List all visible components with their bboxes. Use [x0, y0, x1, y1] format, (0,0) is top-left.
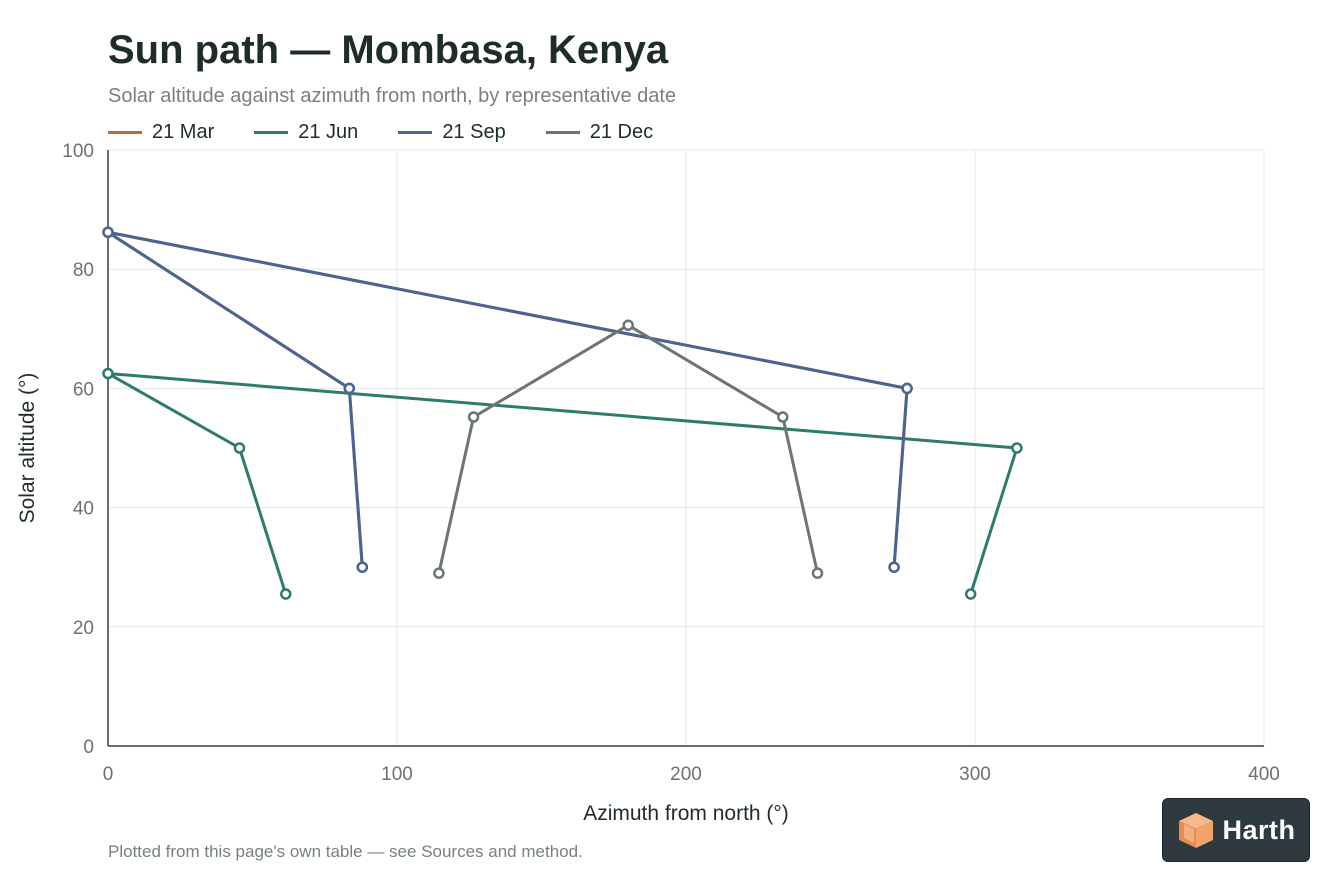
x-tick-label: 0	[103, 764, 114, 785]
legend-item-21-mar[interactable]: 21 Mar	[108, 121, 214, 144]
chart-subtitle: Solar altitude against azimuth from nort…	[108, 85, 677, 107]
data-point-21-dec	[777, 411, 789, 423]
data-point-21-sep	[901, 382, 913, 395]
data-point-21-jun	[102, 367, 114, 380]
badge-label: Harth	[1222, 814, 1296, 845]
y-tick-label: 0	[83, 737, 94, 758]
series-lines	[106, 230, 1019, 595]
legend-swatch	[545, 130, 580, 134]
chart-title: Sun path — Mombasa, Kenya	[108, 28, 669, 72]
y-tick-label: 40	[73, 499, 94, 520]
legend-item-21-jun[interactable]: 21 Jun	[254, 121, 358, 144]
legend-swatch	[108, 130, 142, 134]
data-point-21-dec	[811, 567, 824, 579]
data-point-21-jun	[233, 442, 246, 454]
series-points	[102, 226, 1023, 600]
x-tick-label: 100	[381, 764, 413, 785]
data-point-21-sep	[356, 561, 369, 573]
grid	[108, 149, 1265, 746]
legend-item-21-dec[interactable]: 21 Dec	[545, 120, 654, 144]
legend-label: 21 Mar	[152, 120, 215, 143]
legend-label: 21 Sep	[442, 120, 506, 143]
data-point-21-jun	[964, 588, 977, 600]
data-point-21-dec	[622, 319, 634, 331]
data-point-21-jun	[1011, 442, 1023, 454]
harth-badge[interactable]: Harth	[1162, 798, 1310, 862]
axes	[107, 150, 1264, 747]
y-tick-label: 60	[73, 379, 94, 400]
x-tick-label: 400	[1248, 764, 1280, 785]
series-line-21-jun	[106, 372, 1019, 595]
data-point-21-sep	[343, 382, 356, 395]
cube-logo-icon	[1179, 813, 1214, 848]
data-point-21-jun	[279, 588, 292, 600]
legend-label: 21 Jun	[298, 120, 359, 143]
x-axis-title: Azimuth from north (°)	[583, 802, 789, 825]
series-line-21-mar	[106, 230, 909, 568]
series-line-21-sep	[106, 230, 909, 568]
chart-legend: 21 Mar 21 Jun 21 Sep 21 Dec	[108, 120, 693, 144]
data-point-21-dec	[433, 567, 445, 579]
legend-label: 21 Dec	[589, 120, 654, 143]
legend-swatch	[254, 130, 289, 134]
tick-labels: 0 20 40 60 80 100 0 100 200 300 400	[62, 141, 1280, 785]
data-point-21-dec	[467, 411, 480, 423]
data-point-21-sep	[102, 226, 114, 238]
series-line-21-dec	[437, 323, 819, 574]
x-tick-label: 200	[670, 764, 702, 785]
x-tick-label: 300	[959, 764, 991, 785]
data-point-21-sep	[888, 561, 900, 573]
legend-item-21-sep[interactable]: 21 Sep	[398, 120, 506, 144]
footnote: Plotted from this page's own table — see…	[108, 842, 583, 861]
y-tick-label: 80	[73, 260, 94, 281]
legend-swatch	[398, 130, 433, 134]
y-axis-title: Solar altitude (°)	[16, 373, 39, 524]
y-tick-label: 100	[62, 141, 94, 162]
y-tick-label: 20	[73, 618, 94, 639]
